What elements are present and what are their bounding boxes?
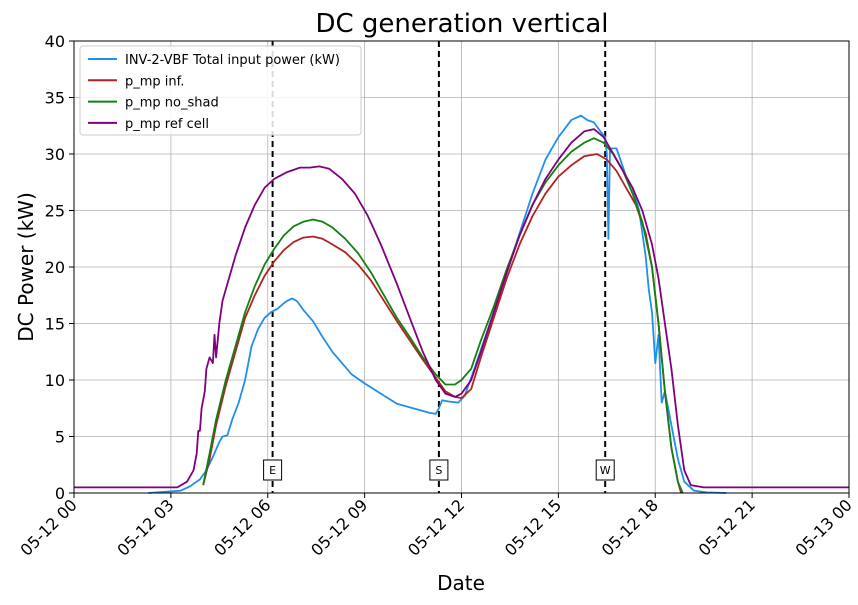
legend-label: p_mp ref cell	[125, 117, 209, 132]
event-label-box	[595, 459, 615, 481]
event-label: E	[269, 464, 276, 477]
y-tick-label: 5	[55, 428, 65, 447]
y-tick-label: 0	[55, 484, 65, 503]
series-line	[148, 114, 727, 494]
legend-label: p_mp no_shad	[125, 96, 219, 111]
x-tick-label: 05-12 03	[113, 495, 177, 559]
x-tick-label: 05-12 15	[501, 495, 565, 559]
y-tick-label: 35	[45, 89, 65, 108]
event-label-box	[429, 459, 449, 481]
y-axis-label: DC Power (kW)	[14, 192, 38, 342]
y-tick-label: 20	[45, 258, 65, 277]
x-axis-label: Date	[437, 571, 485, 595]
x-tick-label: 05-12 18	[598, 495, 662, 559]
legend-items: INV-2-VBF Total input power (kW) p_mp inf…	[88, 53, 340, 132]
series-line	[202, 137, 684, 494]
series-line	[202, 153, 682, 494]
y-tick-label: 40	[45, 32, 65, 51]
legend-label: INV-2-VBF Total input power (kW)	[125, 53, 340, 68]
legend: INV-2-VBF Total input power (kW) p_mp inf…	[79, 45, 362, 136]
event-label: W	[600, 464, 611, 477]
legend-label: p_mp inf.	[125, 74, 184, 89]
legend-box	[79, 45, 362, 136]
x-tick-label: 05-12 06	[210, 495, 274, 559]
y-tick-label: 25	[45, 202, 65, 221]
series-lines	[74, 114, 849, 494]
series-line	[74, 128, 849, 489]
x-tick-label: 05-12 12	[404, 495, 468, 559]
chart-title: DC generation vertical	[315, 9, 608, 39]
event-label: S	[435, 464, 442, 477]
y-tick-label: 30	[45, 145, 65, 164]
x-tick-label: 05-13 00	[792, 495, 856, 559]
event-label-box	[263, 459, 283, 481]
y-tick-label: 15	[45, 315, 65, 334]
x-tick-label: 05-12 00	[17, 495, 81, 559]
x-tick-label: 05-12 21	[695, 495, 759, 559]
x-tick-label: 05-12 09	[307, 495, 371, 559]
y-tick-label: 10	[45, 371, 65, 390]
